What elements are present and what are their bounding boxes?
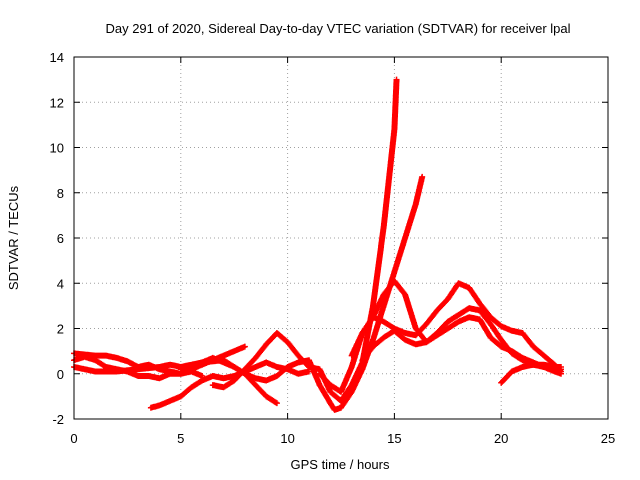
- series-track-j: [498, 361, 565, 386]
- data-series: [71, 76, 565, 413]
- x-tick-label: 10: [280, 431, 294, 446]
- x-tick-label: 5: [177, 431, 184, 446]
- x-tick-label: 20: [494, 431, 508, 446]
- x-tick-label: 0: [70, 431, 77, 446]
- data-markers: [498, 361, 565, 386]
- y-axis-label: SDTVAR / TECUs: [6, 185, 21, 290]
- y-tick-label: 2: [57, 322, 64, 337]
- chart-title: Day 291 of 2020, Sidereal Day-to-day VTE…: [105, 21, 570, 36]
- y-tick-label: 14: [50, 50, 64, 65]
- x-tick-label: 25: [601, 431, 615, 446]
- y-tick-label: -2: [52, 412, 64, 427]
- data-markers: [209, 76, 400, 404]
- y-tick-label: 8: [57, 186, 64, 201]
- series-track-f: [209, 76, 400, 404]
- y-axis-ticks: -2 0 2 4 6 8 10 12 14: [50, 50, 608, 427]
- x-axis-label: GPS time / hours: [291, 457, 390, 472]
- x-axis-ticks: 0 5 10 15 20 25: [70, 57, 615, 446]
- y-tick-label: 12: [50, 95, 64, 110]
- y-tick-label: 6: [57, 231, 64, 246]
- x-tick-label: 15: [387, 431, 401, 446]
- y-tick-label: 10: [50, 141, 64, 156]
- y-tick-label: 4: [57, 276, 64, 291]
- y-tick-label: 0: [57, 367, 64, 382]
- plot-frame: [73, 56, 609, 420]
